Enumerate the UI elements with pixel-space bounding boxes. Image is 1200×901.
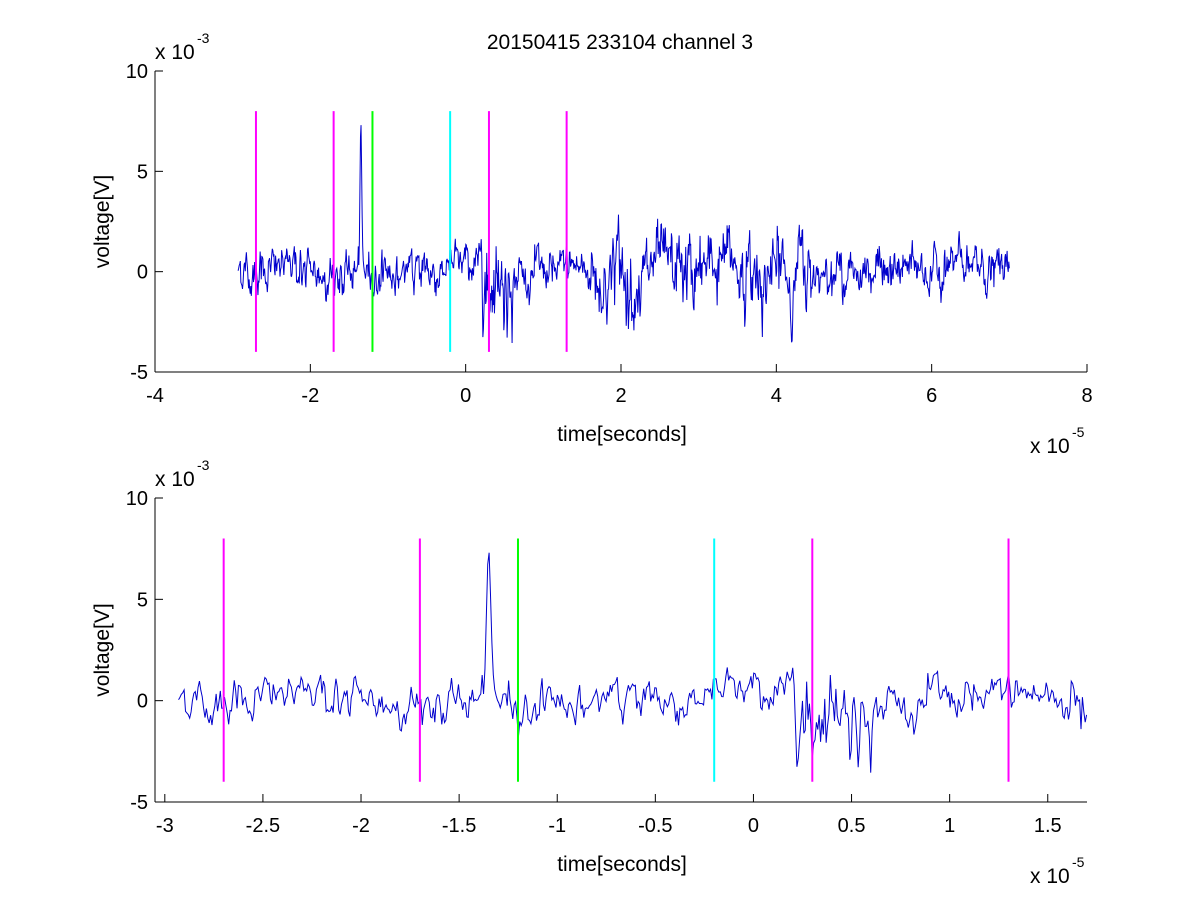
x-tick-label: -0.5 — [638, 815, 672, 837]
signal-series — [237, 125, 1010, 343]
x-tick-label: -2 — [301, 385, 319, 407]
x-tick-label: -3 — [156, 815, 174, 837]
signal-series — [178, 552, 1087, 773]
y-tick-label: 5 — [137, 161, 148, 183]
y-tick-label: -5 — [130, 792, 148, 814]
y-exponent-multiplier: x 10 — [155, 41, 195, 64]
x-tick-label: 4 — [771, 385, 782, 407]
top-subplot: -4 -2 0 2 4 6 8 -5 0 5 10 time[seconds] voltage[V] x … — [91, 30, 1093, 458]
x-exponent-multiplier: x 10 — [1030, 435, 1070, 458]
x-axis-label: time[seconds] — [557, 423, 687, 446]
y-exponent-multiplier: x 10 — [155, 468, 195, 491]
x-exponent-power: -5 — [1072, 854, 1085, 870]
x-tick-label: 8 — [1081, 385, 1092, 407]
x-axis-label: time[seconds] — [557, 853, 687, 876]
y-axis-label: voltage[V] — [91, 175, 114, 268]
chart-title: 20150415 233104 channel 3 — [487, 31, 753, 54]
x-tick-label: -2.5 — [246, 815, 280, 837]
y-tick-label: 0 — [137, 691, 148, 713]
x-tick-label: 0 — [748, 815, 759, 837]
y-tick-label: 10 — [126, 61, 148, 83]
y-exponent-power: -3 — [197, 457, 210, 473]
x-tick-label: -2 — [352, 815, 370, 837]
x-tick-label: 1 — [944, 815, 955, 837]
x-tick-label: -1.5 — [442, 815, 476, 837]
x-tick-label: 6 — [926, 385, 937, 407]
y-tick-label: 0 — [137, 262, 148, 284]
x-tick-label: 1.5 — [1034, 815, 1062, 837]
x-tick-label: 0 — [460, 385, 471, 407]
x-exponent-multiplier: x 10 — [1030, 865, 1070, 888]
x-tick-label: 0.5 — [838, 815, 866, 837]
y-axis-label: voltage[V] — [91, 603, 114, 696]
x-tick-label: -1 — [548, 815, 566, 837]
y-exponent-power: -3 — [197, 30, 210, 46]
x-tick-label: 2 — [615, 385, 626, 407]
x-exponent-power: -5 — [1072, 424, 1085, 440]
y-tick-label: 5 — [137, 589, 148, 611]
y-tick-label: 10 — [126, 488, 148, 510]
x-tick-label: -4 — [146, 385, 164, 407]
bottom-subplot: -3 -2.5 -2 -1.5 -1 -0.5 0 0.5 1 1.5 -5 0 5 10 time[sec… — [91, 457, 1087, 888]
y-tick-label: -5 — [130, 362, 148, 384]
